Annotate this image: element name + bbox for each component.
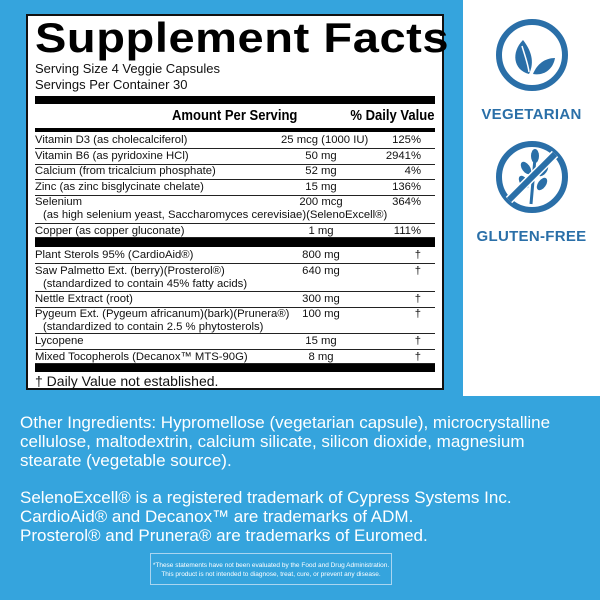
- nutrient-daily-value: 136%: [392, 181, 421, 193]
- nutrient-daily-value: 2941%: [385, 150, 421, 162]
- nutrient-daily-value: †: [414, 249, 421, 261]
- nutrient-daily-value: 4%: [404, 165, 421, 177]
- nutrient-name: Lycopene: [35, 335, 84, 347]
- disclaimer-line: This product is not intended to diagnose…: [161, 571, 381, 578]
- nutrient-row: Saw Palmetto Ext. (berry)(Prosterol®) (st…: [35, 264, 435, 292]
- nutrient-detail: (standardized to contain 45% fatty acids…: [43, 278, 248, 290]
- nutrient-amount: 200 mcg: [299, 196, 343, 208]
- supplement-facts-label: Supplement Facts Serving Size 4 Veggie C…: [26, 14, 449, 390]
- nutrient-amount: 100 mg: [302, 308, 340, 320]
- nutrient-name: Plant Sterols 95% (CardioAid®): [35, 249, 194, 261]
- nutrient-detail: (standardized to contain 2.5 % phytoster…: [43, 321, 264, 333]
- nutrient-row: Selenium (as high selenium yeast, Sacchar…: [35, 195, 435, 224]
- nutrient-daily-value: †: [414, 265, 421, 277]
- nutrient-daily-value: †: [414, 351, 421, 363]
- header-daily-value: % Daily Value: [349, 108, 434, 124]
- nutrient-daily-value: †: [414, 335, 421, 347]
- nutrient-amount: 1 mg: [308, 225, 334, 237]
- nutrient-row: Zinc (as zinc bisglycinate chelate) 15 mg…: [35, 180, 435, 196]
- disclaimer-line: *These statements have not been evaluate…: [152, 562, 390, 569]
- nutrient-row: Calcium (from tricalcium phosphate) 52 mg…: [35, 164, 435, 180]
- nutrient-daily-value: 125%: [392, 134, 421, 146]
- nutrient-name: Saw Palmetto Ext. (berry)(Prosterol®): [35, 265, 225, 277]
- nutrient-name: Nettle Extract (root): [35, 293, 133, 305]
- nutrient-row: Vitamin D3 (as cholecalciferol) 25 mcg (1…: [35, 133, 435, 149]
- nutrient-amount: 300 mg: [302, 293, 340, 305]
- nutrient-name: Pygeum Ext. (Pygeum africanum)(bark)(Pru…: [35, 308, 290, 320]
- facts-title: Supplement Facts: [35, 14, 450, 61]
- nutrient-row: Plant Sterols 95% (CardioAid®) 800 mg †: [35, 248, 435, 264]
- badge-panel: VEGETARIAN GLUTEN-FREE: [463, 0, 600, 396]
- nutrient-name: Mixed Tocopherols (Decanox™ MTS-90G): [35, 351, 248, 363]
- divider-thick: [35, 238, 435, 247]
- nutrient-row: Lycopene 15 mg †: [35, 334, 435, 350]
- trademark-line: CardioAid® and Decanox™ are trademarks o…: [20, 507, 414, 526]
- nutrient-detail: (as high selenium yeast, Saccharomyces c…: [43, 209, 388, 221]
- nutrient-amount: 25 mcg (1000 IU): [281, 134, 369, 146]
- nutrient-row: Nettle Extract (root) 300 mg †: [35, 292, 435, 308]
- nutrient-amount: 50 mg: [305, 150, 337, 162]
- nutrient-name: Calcium (from tricalcium phosphate): [35, 165, 216, 177]
- divider-medium: [35, 128, 435, 132]
- nutrient-row: Pygeum Ext. (Pygeum africanum)(bark)(Pru…: [35, 307, 435, 334]
- nutrient-daily-value: †: [414, 308, 421, 320]
- nutrient-name: Vitamin B6 (as pyridoxine HCl): [35, 150, 189, 162]
- nutrient-row: Copper (as copper gluconate) 1 mg 111%: [35, 224, 435, 238]
- nutrient-amount: 15 mg: [305, 181, 337, 193]
- vegetarian-label: VEGETARIAN: [481, 106, 582, 123]
- nutrient-name: Selenium: [35, 196, 83, 208]
- divider-thick: [35, 96, 435, 104]
- nutrient-name: Zinc (as zinc bisglycinate chelate): [35, 181, 204, 193]
- leaves-icon: [496, 19, 568, 91]
- nutrient-name: Vitamin D3 (as cholecalciferol): [35, 134, 188, 146]
- nutrient-row: Vitamin B6 (as pyridoxine HCl) 50 mg 2941%: [35, 149, 435, 165]
- gluten-free-label: GLUTEN-FREE: [476, 228, 587, 245]
- nutrient-daily-value: 111%: [393, 225, 421, 237]
- nutrient-amount: 640 mg: [302, 265, 340, 277]
- footnote: † Daily Value not established.: [35, 373, 219, 389]
- nutrient-amount: 15 mg: [305, 335, 337, 347]
- nutrient-amount: 52 mg: [305, 165, 337, 177]
- fda-disclaimer: *These statements have not been evaluate…: [150, 553, 392, 585]
- header-amount: Amount Per Serving: [171, 108, 297, 124]
- divider-thick: [35, 364, 435, 372]
- nutrient-amount: 8 mg: [308, 351, 334, 363]
- nutrient-amount: 800 mg: [302, 249, 340, 261]
- other-ingredients: Other Ingredients: Hypromellose (vegetar…: [20, 413, 551, 470]
- trademark-line: Prosterol® and Prunera® are trademarks o…: [20, 526, 428, 545]
- nutrient-row: Mixed Tocopherols (Decanox™ MTS-90G) 8 mg…: [35, 350, 435, 364]
- nutrient-daily-value: 364%: [392, 196, 421, 208]
- trademark-line: SelenoExcell® is a registered trademark …: [20, 488, 512, 507]
- servings-per-container: Servings Per Container 30: [35, 77, 188, 92]
- no-wheat-icon: [496, 141, 568, 213]
- nutrient-name: Copper (as copper gluconate): [35, 225, 185, 237]
- nutrient-daily-value: †: [414, 293, 421, 305]
- serving-size: Serving Size 4 Veggie Capsules: [35, 61, 221, 76]
